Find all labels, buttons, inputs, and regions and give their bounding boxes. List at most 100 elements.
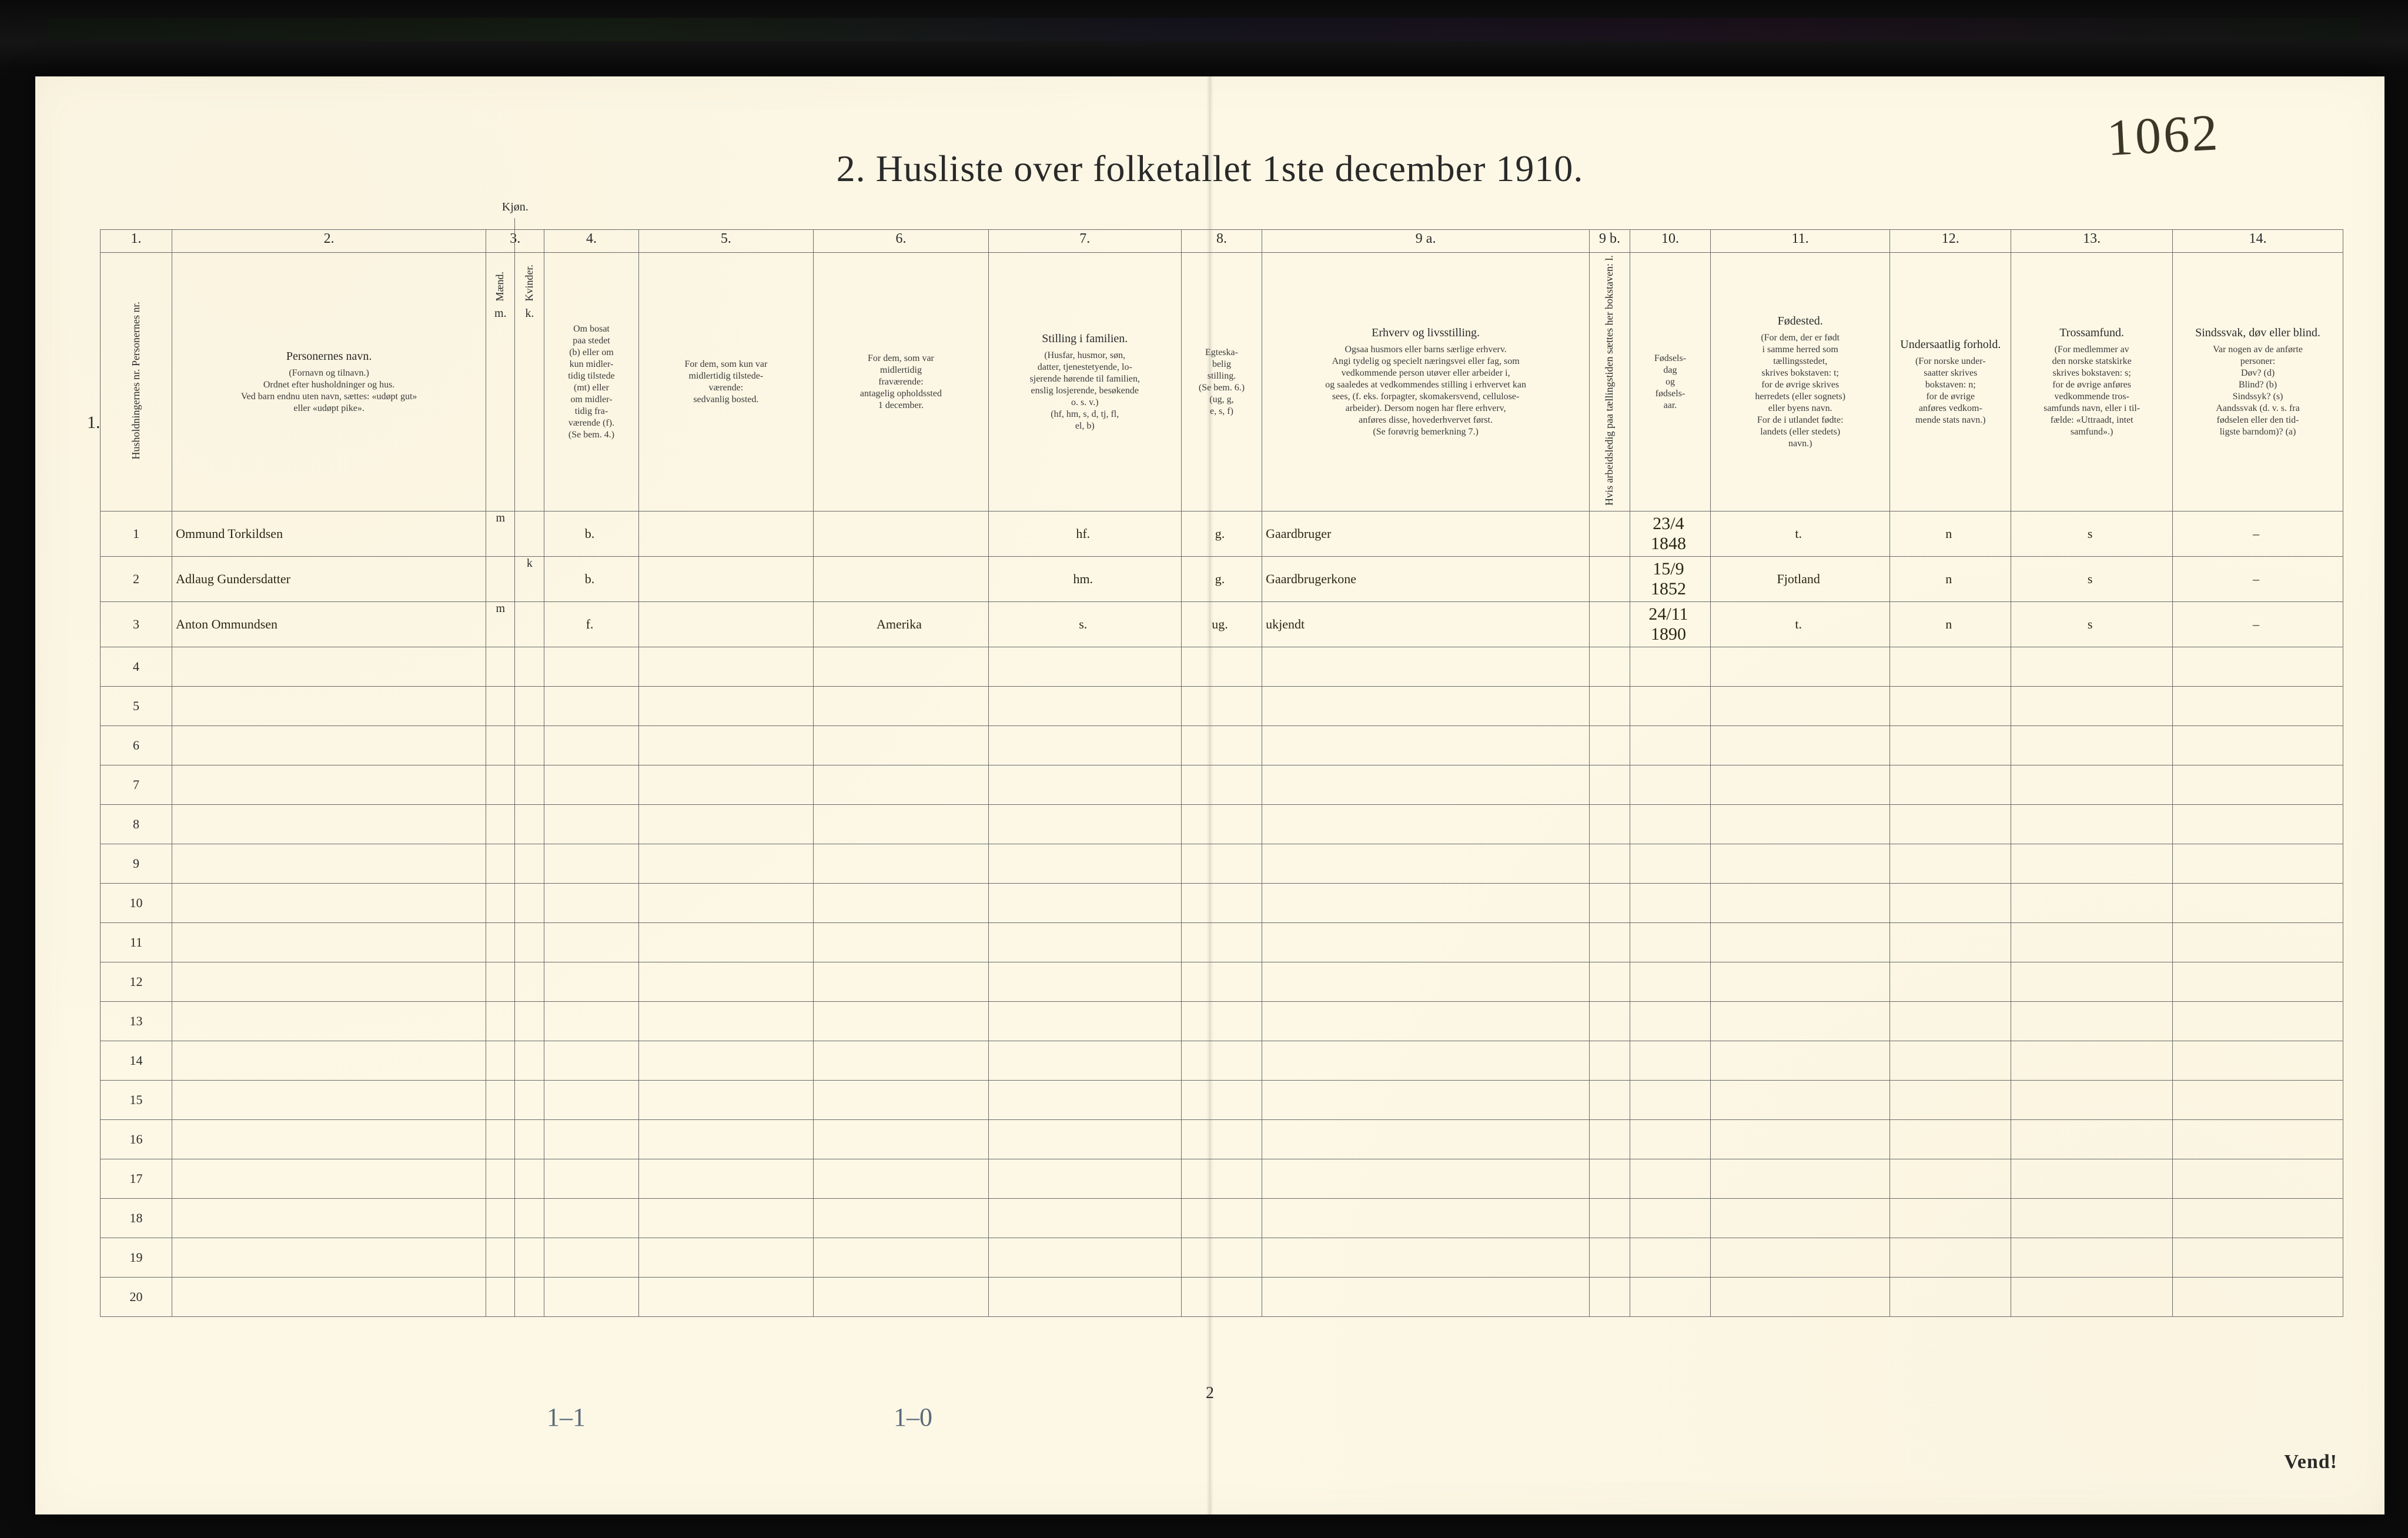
cell [988,1120,1181,1159]
cell [1890,844,2011,884]
cell [486,1159,544,1199]
cell [1262,726,1590,765]
cell [544,923,638,962]
cell [544,1002,638,1041]
cell: 13 [101,1002,172,1041]
cell [2172,1159,2343,1199]
cell [814,923,989,962]
cell [814,1238,989,1278]
column-header: Kjøn.Mænd.Kvinder.m.k. [486,253,544,511]
cell [1890,923,2011,962]
outside-row-index-1: 1. [87,413,101,433]
cell [988,1199,1181,1238]
cell [814,884,989,923]
cell [1711,1278,1890,1317]
cell [1590,1159,1630,1199]
cell [1181,1041,1262,1081]
cell [988,962,1181,1002]
table-row: 6 [101,726,2343,765]
cell: g. [1181,557,1262,602]
cell [486,1238,544,1278]
cell [2011,765,2173,805]
cell [1262,844,1590,884]
cell: s. [988,602,1181,647]
cell: 14 [101,1041,172,1081]
cell [988,726,1181,765]
cell: t. [1711,511,1890,557]
cell [1711,1159,1890,1199]
cell [2172,844,2343,884]
cell [486,1081,544,1120]
footer-pencil-note-mid: 1–0 [894,1402,932,1432]
cell [1590,884,1630,923]
cell: 15/91852 [1630,557,1710,602]
cell: 9 [101,844,172,884]
table-row: 2Adlaug Gundersdatterkb.hm.g.Gaardbruger… [101,557,2343,602]
cell: Gaardbrugerkone [1262,557,1590,602]
table-body: 1Ommund Torkildsenmb.hf.g.Gaardbruger23/… [101,511,2343,1317]
column-header: Om bosatpaa stedet(b) eller omkun midler… [544,253,638,511]
cell [2172,1041,2343,1081]
column-header: Personernes navn.(Fornavn og tilnavn.)Or… [172,253,486,511]
cell: s [2011,557,2173,602]
table-row: 13 [101,1002,2343,1041]
cell [1262,1120,1590,1159]
cell [486,647,544,687]
cell: hf. [988,511,1181,557]
cell [486,1278,544,1317]
cell [1711,1041,1890,1081]
cell [544,1041,638,1081]
cell [988,884,1181,923]
cell [638,557,814,602]
cell [1181,726,1262,765]
cell [2172,1238,2343,1278]
cell [814,1120,989,1159]
cell [1590,1120,1630,1159]
column-number: 4. [544,230,638,253]
cell [1711,687,1890,726]
footer-pencil-note-left: 1–1 [547,1402,586,1432]
cell [2011,923,2173,962]
cell [638,884,814,923]
cell [544,765,638,805]
cell [1590,962,1630,1002]
cell [638,1081,814,1120]
table-row: 18 [101,1199,2343,1238]
cell [1262,1081,1590,1120]
cell [988,647,1181,687]
cell [172,726,486,765]
cell [1262,1159,1590,1199]
cell [1890,765,2011,805]
column-header: Undersaatlig forhold.(For norske under-s… [1890,253,2011,511]
cell [1630,1081,1710,1120]
column-header: Stilling i familien.(Husfar, husmor, søn… [988,253,1181,511]
cell [1711,726,1890,765]
cell: Adlaug Gundersdatter [172,557,486,602]
cell [1890,1238,2011,1278]
cell: b. [544,511,638,557]
cell [1262,884,1590,923]
cell [2011,884,2173,923]
cell: Gaardbruger [1262,511,1590,557]
cell [988,765,1181,805]
cell [1181,765,1262,805]
cell: Fjotland [1711,557,1890,602]
cell [638,647,814,687]
cell: n [1890,557,2011,602]
cell [1711,962,1890,1002]
cell [1890,962,2011,1002]
cell [1181,962,1262,1002]
cell [2011,647,2173,687]
cell [988,1159,1181,1199]
table-row: 7 [101,765,2343,805]
cell [1181,647,1262,687]
cell: 1 [101,511,172,557]
cell [1181,1278,1262,1317]
cell: 7 [101,765,172,805]
cell [1181,1199,1262,1238]
column-header-row: Husholdningernes nr. Personernes nr.Pers… [101,253,2343,511]
cell [814,1278,989,1317]
document-page: 1062 2. Husliste over folketallet 1ste d… [35,76,2384,1514]
cell [638,1278,814,1317]
cell [2172,726,2343,765]
